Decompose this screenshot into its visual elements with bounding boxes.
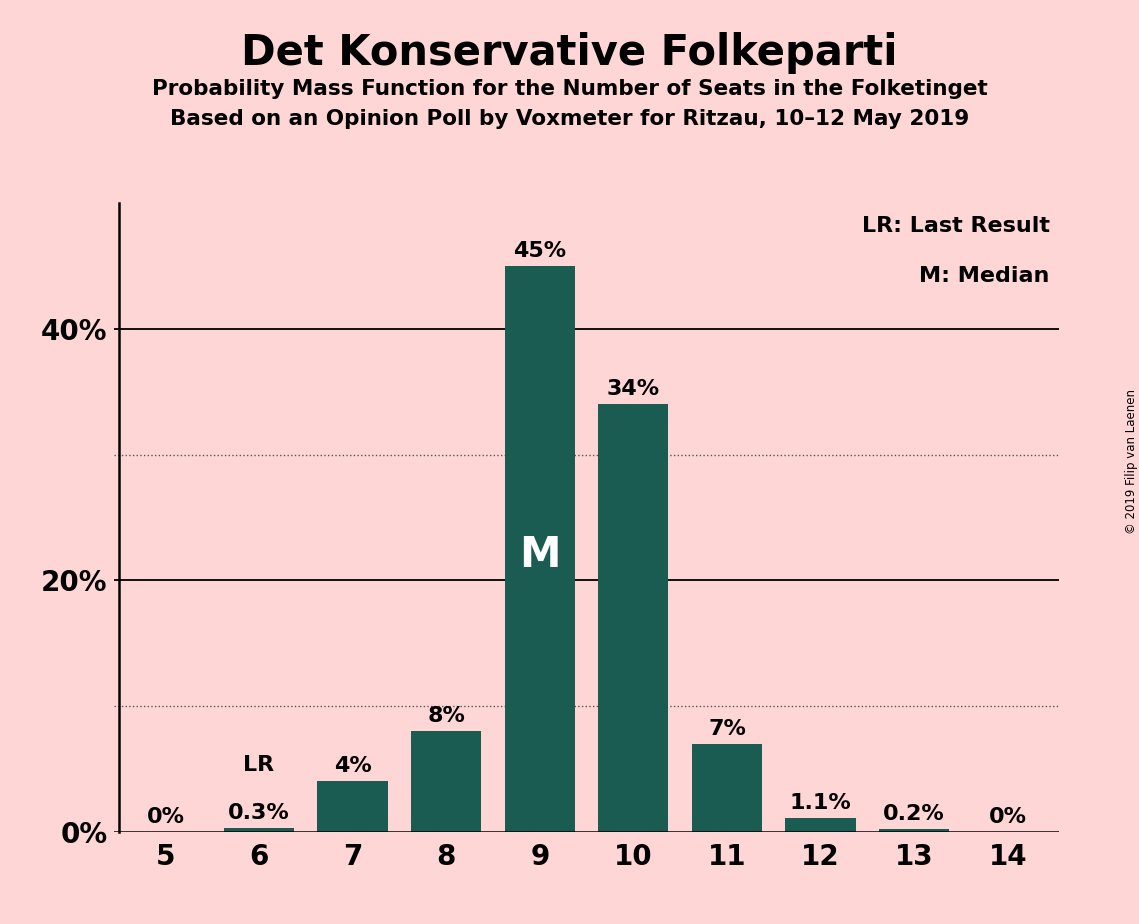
Text: LR: LR	[244, 755, 274, 775]
Text: 1.1%: 1.1%	[789, 793, 852, 813]
Text: 8%: 8%	[427, 706, 465, 726]
Text: 0%: 0%	[989, 807, 1026, 827]
Bar	[411, 731, 482, 832]
Text: Based on an Opinion Poll by Voxmeter for Ritzau, 10–12 May 2019: Based on an Opinion Poll by Voxmeter for…	[170, 109, 969, 129]
Text: 0%: 0%	[147, 807, 185, 827]
Text: 34%: 34%	[607, 380, 659, 399]
Text: 0.3%: 0.3%	[228, 803, 289, 822]
Text: 45%: 45%	[514, 241, 566, 261]
Bar	[505, 266, 575, 832]
Bar	[786, 818, 855, 832]
Text: LR: Last Result: LR: Last Result	[862, 216, 1050, 236]
Text: Probability Mass Function for the Number of Seats in the Folketinget: Probability Mass Function for the Number…	[151, 79, 988, 99]
Text: M: Median: M: Median	[919, 266, 1050, 286]
Text: 7%: 7%	[708, 719, 746, 738]
Bar	[879, 829, 949, 832]
Text: © 2019 Filip van Laenen: © 2019 Filip van Laenen	[1124, 390, 1138, 534]
Bar	[224, 828, 294, 832]
Bar	[318, 782, 387, 832]
Text: M: M	[519, 534, 560, 577]
Text: 0.2%: 0.2%	[884, 804, 945, 824]
Text: Det Konservative Folkeparti: Det Konservative Folkeparti	[241, 32, 898, 74]
Text: 4%: 4%	[334, 757, 371, 776]
Bar	[598, 405, 669, 832]
Bar	[691, 744, 762, 832]
